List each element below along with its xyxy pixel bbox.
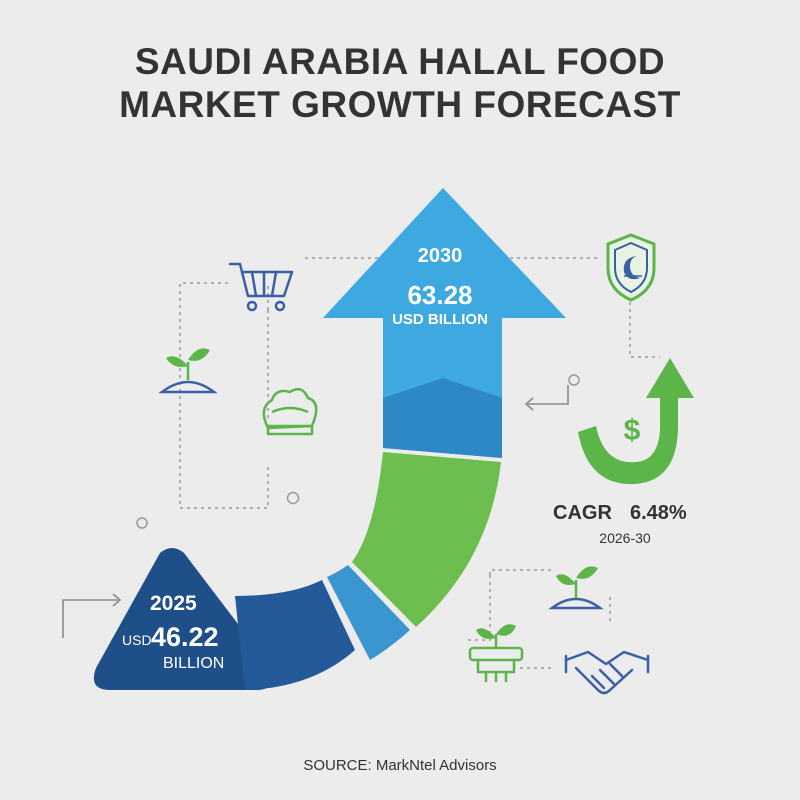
arrow-head-2030	[323, 188, 566, 458]
forecast-2025-unit: BILLION	[163, 655, 225, 672]
title-line-2: MARKET GROWTH FORECAST	[119, 84, 681, 125]
title-line-1: SAUDI ARABIA HALAL FOOD	[134, 41, 666, 82]
growth-arrow	[93, 188, 566, 690]
svg-text:$: $	[624, 414, 641, 447]
produce-basket-icon	[468, 624, 524, 682]
base-triangle-2025	[93, 548, 274, 690]
sprout-icon	[158, 348, 218, 394]
forecast-2025-value: 46.22	[151, 622, 219, 652]
decor-circle	[136, 517, 148, 529]
arrow-connector-right-head	[112, 593, 122, 607]
forecast-2030-value: 63.28	[407, 280, 473, 310]
dollar-growth-icon: $	[578, 358, 694, 485]
handshake-icon	[564, 650, 650, 695]
decor-circle	[568, 374, 580, 386]
forecast-2030-unit: USD BILLION	[392, 311, 488, 328]
arrow-shaft-band	[383, 378, 502, 458]
forecast-2025-currency: USD	[122, 632, 152, 648]
page-title: SAUDI ARABIA HALAL FOOD MARKET GROWTH FO…	[0, 40, 800, 126]
sprout-icon	[548, 566, 604, 610]
source-credit: SOURCE: MarkNtel Advisors	[303, 757, 497, 774]
shopping-cart-icon	[228, 262, 294, 312]
forecast-2025-year: 2025	[150, 592, 197, 615]
chef-hat-icon	[262, 387, 318, 436]
arrow-connector-left-head	[524, 397, 534, 411]
decor-circle	[286, 491, 300, 505]
cagr-period: 2026-30	[599, 530, 651, 546]
cagr-label: CAGR	[553, 502, 612, 524]
arrow-connector-right	[62, 599, 118, 638]
arrow-segment-blue	[327, 565, 410, 660]
cagr-value: 6.48%	[630, 502, 687, 524]
forecast-2030-year: 2030	[417, 245, 463, 267]
halal-shield-icon	[606, 233, 656, 302]
dotted-connectors	[179, 257, 660, 669]
arrow-connector-left	[528, 385, 569, 405]
arrow-segment-green	[352, 452, 501, 627]
arrow-segment-navy	[235, 580, 355, 690]
